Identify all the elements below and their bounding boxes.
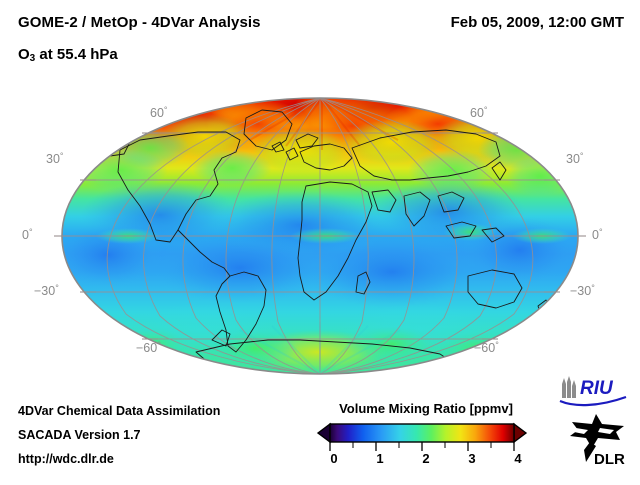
- subtitle-species: O: [18, 46, 30, 63]
- lat-label-neg30-left: −30°: [34, 283, 59, 298]
- colorbar-tick-3: 3: [468, 451, 476, 466]
- subtitle-subscript: 3: [29, 53, 36, 64]
- colorbar-extend-right: [513, 422, 528, 444]
- colorbar: [316, 422, 528, 451]
- riu-stack-icon: [562, 376, 576, 398]
- lat-label-30-left: 30°: [46, 151, 64, 166]
- lat-label-0-left: 0°: [22, 227, 33, 242]
- lat-label-0-right: 0°: [592, 227, 603, 242]
- lat-label-60-left: 60°: [150, 105, 168, 120]
- colorbar-bar: [329, 423, 515, 443]
- colorbar-major-ticks: [329, 442, 515, 451]
- graticule: [62, 98, 578, 374]
- subtitle-level: at 55.4 hPa: [35, 46, 118, 63]
- lat-label-neg60-left: −60°: [136, 340, 161, 355]
- page-title: GOME-2 / MetOp - 4DVar Analysis: [18, 14, 261, 31]
- lat-ticks: [54, 132, 586, 340]
- colorbar-minor-ticks: [352, 442, 492, 448]
- colorbar-tick-4: 4: [514, 451, 522, 466]
- footer-url[interactable]: http://wdc.dlr.de: [18, 452, 114, 466]
- timestamp: Feb 05, 2009, 12:00 GMT: [450, 14, 624, 31]
- dlr-logo: DLR: [570, 414, 625, 468]
- dlr-mark-icon: [570, 414, 624, 462]
- ozone-field: [62, 98, 578, 374]
- riu-wordmark: RIU: [580, 378, 614, 399]
- dlr-wordmark: DLR: [594, 451, 625, 468]
- colorbar-tick-2: 2: [422, 451, 430, 466]
- colorbar-tick-0: 0: [330, 451, 338, 466]
- lat-label-60-right: 60°: [470, 105, 488, 120]
- lat-label-neg30-right: −30°: [570, 283, 595, 298]
- colorbar-tick-1: 1: [376, 451, 384, 466]
- page-subtitle: O3 at 55.4 hPa: [18, 46, 118, 64]
- lat-label-30-right: 30°: [566, 151, 584, 166]
- colorbar-extend-left: [316, 422, 331, 444]
- footer-line-2: SACADA Version 1.7: [18, 428, 141, 442]
- lat-label-neg60-right: −60°: [474, 340, 499, 355]
- riu-logo: RIU: [559, 376, 627, 407]
- riu-wave-icon: [559, 395, 627, 407]
- footer-line-1: 4DVar Chemical Data Assimilation: [18, 404, 221, 418]
- colorbar-tick-labels: 0 1 2 3 4: [300, 451, 552, 469]
- colorbar-title: Volume Mixing Ratio [ppmv]: [339, 401, 513, 416]
